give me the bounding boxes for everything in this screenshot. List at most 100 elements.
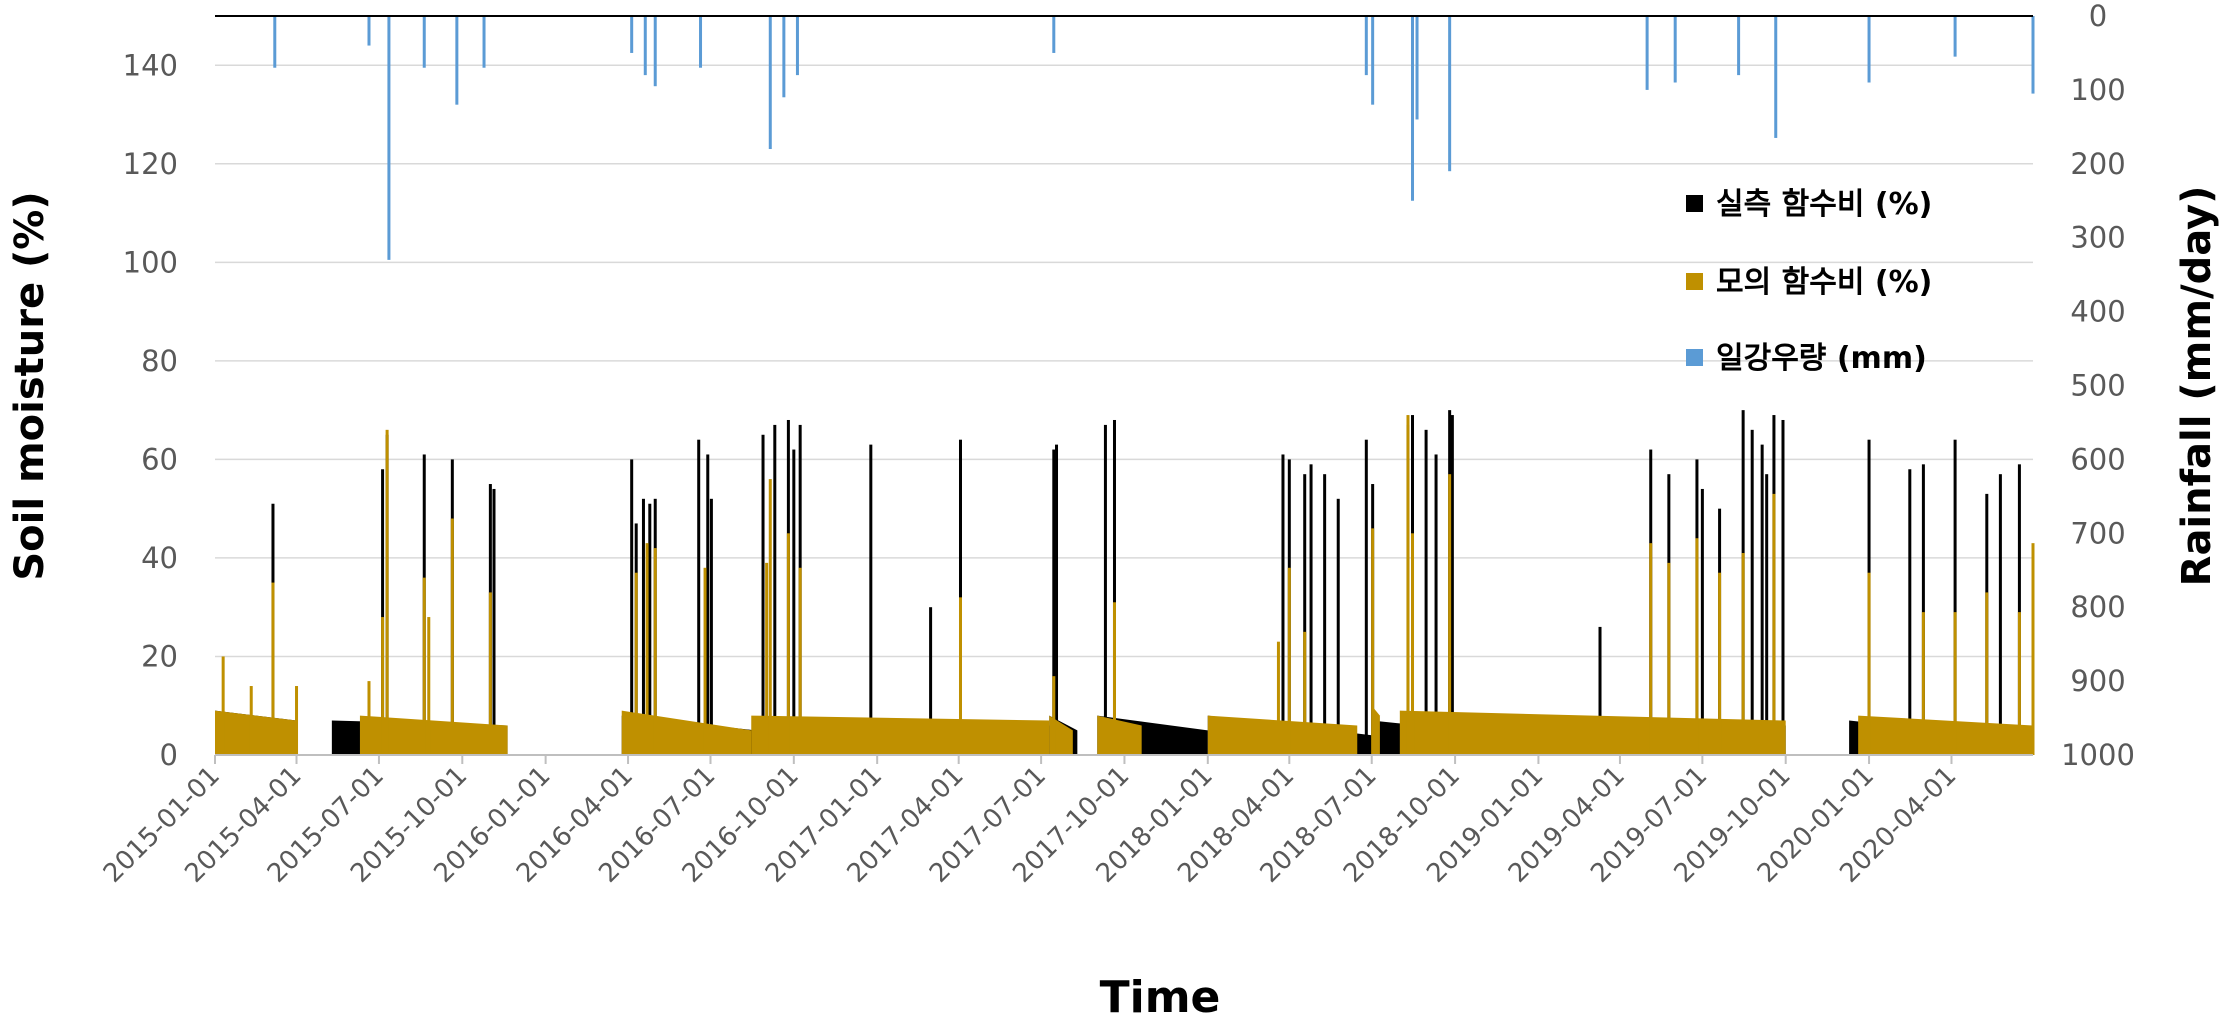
simulated-moisture-baseline-segment [1399,710,1786,755]
measured-moisture-bar [1953,439,1957,755]
rainfall-bar [768,16,772,150]
simulated-moisture-bar [1276,641,1280,755]
measured-moisture-bar [1364,439,1368,755]
y-right-tick-label: 100 [2070,73,2125,107]
measured-moisture-bar [1112,419,1116,755]
measured-moisture-bar [761,434,765,755]
measured-moisture-bar [1998,474,2002,755]
rainfall-bar [630,16,634,53]
simulated-moisture-bar [1287,567,1291,755]
y-right-tick-label: 900 [2070,664,2125,698]
legend-swatch-measured [1686,195,1703,212]
rainfall-bar [795,16,799,76]
rainfall-bar [1052,16,1056,53]
x-axis-title: Time [1100,972,1221,1019]
simulated-moisture-bar [249,686,253,755]
rainfall-bar [699,16,703,68]
y-left-tick-label: 120 [123,147,178,181]
measured-moisture-bar [1450,415,1454,755]
measured-moisture-bar [1921,464,1925,755]
rainfall-bar [482,16,486,68]
legend-label-rainfall: 일강우량 (mm) [1716,341,1927,376]
rainfall-bar [367,16,371,46]
rainfall-bar [387,16,391,260]
y-right-tick-label: 700 [2070,516,2125,550]
measured-moisture-bar [792,449,796,755]
y-right-tick-label: 300 [2070,221,2125,255]
simulated-moisture-bar [2017,612,2021,755]
measured-moisture-bar [492,488,496,755]
simulated-moisture-bar [1371,528,1375,755]
rainfall-bar [1737,16,1741,76]
measured-moisture-bar [1424,429,1428,755]
y-right-tick-label: 400 [2070,295,2125,329]
y-right-tick-label: 0 [2089,0,2107,33]
simulated-moisture-bar [1052,676,1056,755]
y-right-tick-label: 1000 [2061,738,2135,772]
left-axis-ticks: 0 20 40 60 80 100 120 140 [123,48,178,772]
simulated-moisture-bar [295,686,299,755]
measured-moisture-bar [869,444,873,755]
legend-swatch-rainfall [1686,349,1703,366]
y-left-tick-label: 140 [123,48,178,82]
measured-moisture-bar [2017,464,2021,755]
simulated-moisture-bar [1411,533,1415,755]
rainfall-bar [1867,16,1871,83]
simulated-moisture-bar [1406,415,1410,755]
simulated-moisture-bar [221,656,225,755]
measured-moisture-bar [1103,424,1107,755]
simulated-moisture-bar [1303,631,1307,755]
simulated-moisture-bar [768,479,772,755]
gridlines [215,64,2033,658]
measured-moisture-bar [1700,488,1704,755]
measured-moisture-bar [706,454,710,755]
measured-moisture-bar [1750,429,1754,755]
rainfall-bar [1774,16,1778,138]
y-right-tick-label: 800 [2070,590,2125,624]
y-left-tick-label: 20 [141,639,178,673]
measured-moisture-bar [1336,498,1340,755]
rainfall-bar [1645,16,1649,90]
measured-moisture-bar [1309,464,1313,755]
measured-moisture-bar [1052,449,1056,755]
measured-moisture-bar [630,459,634,755]
rainfall-bar [1448,16,1452,172]
simulated-moisture-bar [1772,493,1776,755]
measured-moisture-bar [1760,444,1764,755]
simulated-moisture-bar [450,518,454,755]
simulated-moisture-bar [1867,572,1871,755]
simulated-moisture-baseline-segment [1858,715,2033,755]
y-axis-right-title: Rainfall (mm/day) [2174,186,2220,587]
simulated-moisture-bar [271,582,275,755]
simulated-moisture-bar [1695,538,1699,755]
simulated-moisture-bar [1448,474,1452,755]
rainfall-bar [1953,16,1957,57]
simulated-moisture-bar [422,577,426,755]
simulated-moisture-series [215,415,2035,755]
y-right-tick-label: 200 [2070,147,2125,181]
measured-moisture-bar [1434,454,1438,755]
legend-label-measured: 실측 함수비 (%) [1716,187,1932,222]
rainfall-bar [455,16,459,105]
measured-moisture-bar [1323,474,1327,755]
simulated-moisture-bar [645,543,649,755]
y-right-tick-label: 500 [2070,369,2125,403]
simulated-moisture-baseline-segment [1097,715,1142,755]
measured-moisture-bar [1303,474,1307,755]
simulated-moisture-bar [367,681,371,755]
simulated-moisture-bar [488,592,492,755]
legend-swatch-simulated [1686,273,1703,290]
rainfall-bar [1673,16,1677,83]
simulated-moisture-bar [1921,612,1925,755]
simulated-moisture-baseline-segment [215,710,297,755]
simulated-moisture-bar [798,567,802,755]
y-left-tick-label: 0 [160,738,178,772]
rainfall-bar [1411,16,1415,201]
simulated-moisture-bar [1649,543,1653,755]
measured-moisture-bar [1908,469,1912,755]
legend-label-simulated: 모의 함수비 (%) [1716,265,1932,300]
rainfall-bar [1364,16,1368,76]
simulated-moisture-bar [1112,602,1116,755]
simulated-moisture-bar [1667,562,1671,755]
measured-moisture-bar [1765,474,1769,755]
